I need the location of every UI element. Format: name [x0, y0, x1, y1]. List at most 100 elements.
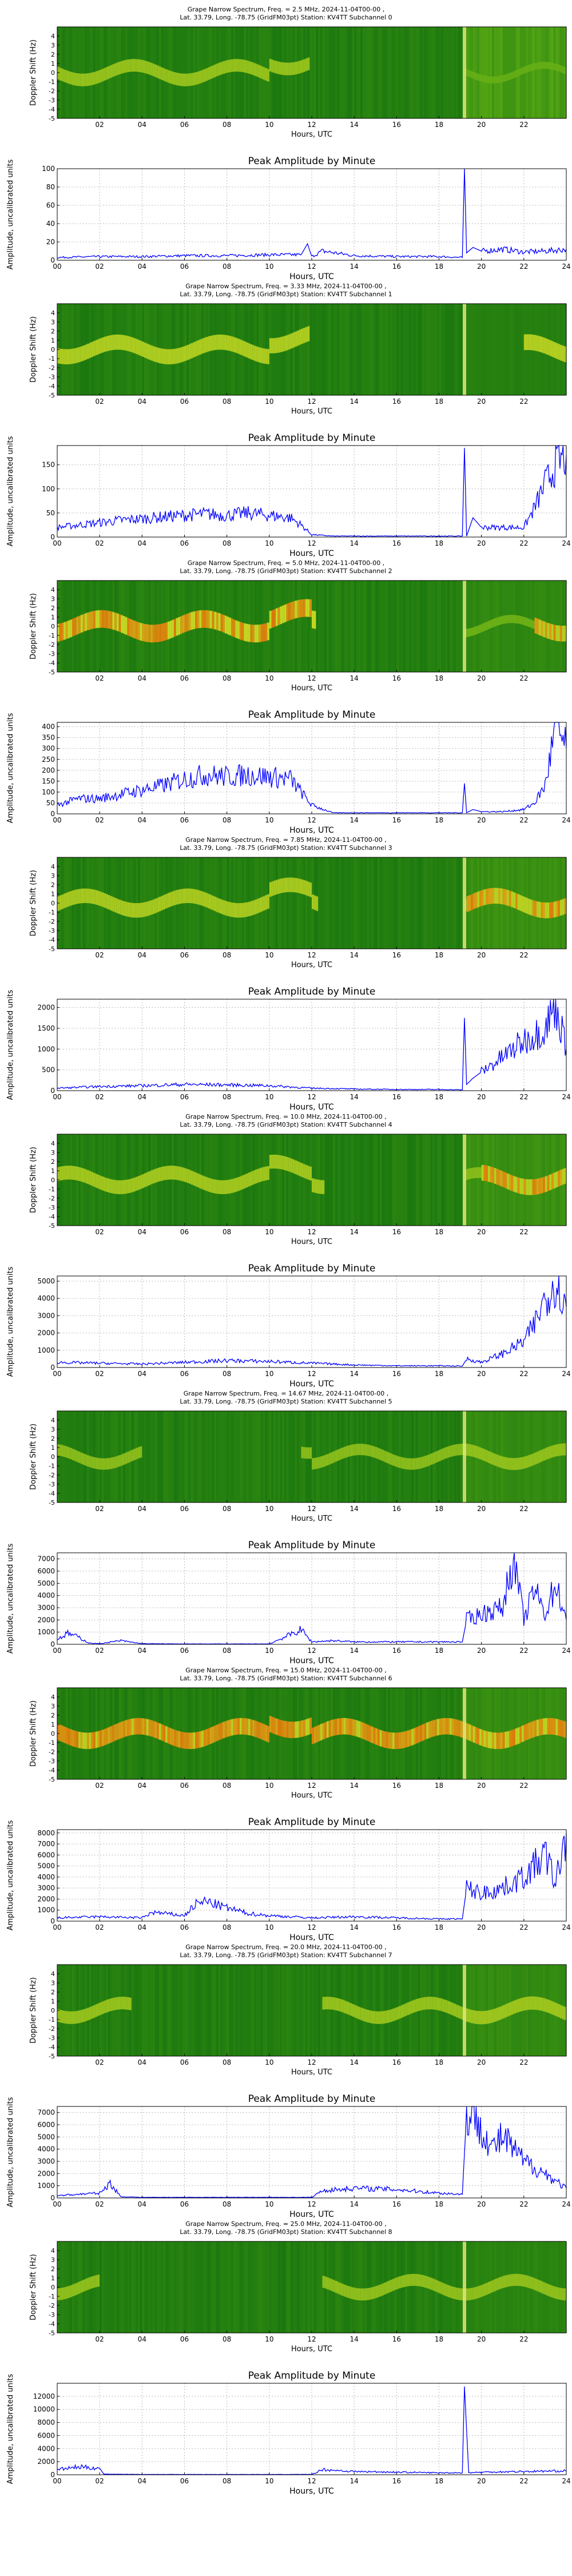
spectrogram-trace	[131, 619, 134, 638]
spectrogram-trace	[246, 623, 249, 642]
spectrogram-column	[377, 304, 380, 395]
spectrogram-trace	[252, 345, 255, 360]
spectrogram-column	[165, 2241, 168, 2333]
spectrogram-trace	[490, 76, 492, 84]
spectrogram-trace	[205, 610, 208, 628]
spectrogram-trace	[483, 889, 486, 905]
spectrogram-trace	[367, 2288, 370, 2300]
spectrogram-trace	[377, 2285, 380, 2297]
amplitude-chart-4	[57, 1275, 567, 1368]
spectrogram-column	[451, 1134, 455, 1226]
spectrogram-trace	[471, 1725, 474, 1742]
spectrogram-xtick-label: 12	[307, 397, 316, 406]
amplitude-xtick-label: 10	[265, 1093, 273, 1101]
spectrogram-ytick-label: 0	[51, 2007, 55, 2014]
spectrogram-trace	[63, 622, 66, 640]
spectrogram-trace	[523, 617, 527, 626]
spectrogram-ytick-label: -5	[49, 1222, 55, 1230]
spectrogram-trace	[254, 625, 257, 643]
spectrogram-column	[349, 304, 353, 395]
spectrogram-column	[505, 27, 507, 118]
spectrogram-trace	[288, 877, 291, 892]
spectrogram-trace	[137, 59, 141, 72]
spectrogram-column	[348, 304, 351, 395]
spectrogram-column	[150, 2241, 153, 2333]
spectrogram-trace	[388, 2280, 391, 2293]
amplitude-xtick-label: 06	[180, 2477, 189, 2485]
spectrogram-trace	[142, 903, 145, 917]
spectrogram-column	[422, 27, 425, 118]
spectrogram-trace	[494, 2279, 497, 2291]
spectrogram-column	[186, 1965, 189, 2056]
spectrogram-trace	[494, 1168, 497, 1184]
spectrogram-trace	[532, 63, 535, 70]
spectrogram-trace	[125, 901, 128, 917]
spectrogram-trace	[269, 1155, 272, 1169]
spectrogram-trace	[93, 1457, 96, 1469]
spectrogram-column	[320, 1134, 323, 1226]
spectrogram-trace	[195, 1172, 198, 1187]
spectrogram-trace	[349, 2287, 353, 2299]
amplitude-xtick-label: 00	[53, 2200, 61, 2208]
spectrogram-trace	[127, 1719, 130, 1736]
spectrogram-trace	[252, 1170, 255, 1185]
spectrogram-trace	[545, 1998, 548, 2013]
spectrogram-trace	[220, 1180, 223, 1194]
spectrogram-ytick-label: 3	[51, 1979, 55, 1987]
amplitude-xtick-label: 00	[53, 1647, 61, 1655]
spectrogram-trace	[246, 1173, 249, 1188]
spectrogram-trace	[122, 1180, 126, 1194]
spectrogram-ytick-label: -3	[49, 1758, 55, 1765]
spectrogram-trace	[513, 1458, 516, 1470]
spectrogram-trace	[193, 72, 196, 86]
spectrogram-trace	[515, 1458, 518, 1470]
spectrogram-column	[352, 2241, 355, 2333]
spectrogram-trace	[541, 62, 543, 69]
spectrogram-column	[161, 1411, 164, 1502]
spectrogram-column	[517, 2241, 521, 2333]
spectrogram-trace	[224, 60, 228, 73]
amplitude-xtick-label: 18	[435, 2200, 443, 2208]
spectrogram-trace	[263, 1724, 266, 1741]
spectrogram-trace	[290, 602, 293, 620]
spectrogram-trace	[502, 889, 506, 905]
spectrogram-trace	[63, 893, 66, 908]
spectrogram-column	[307, 27, 310, 118]
spectrogram-trace	[530, 619, 533, 628]
spectrogram-xtick-label: 20	[477, 1505, 486, 1513]
amplitude-ytick-label: 3000	[37, 1884, 55, 1892]
spectrogram-trace	[80, 73, 84, 86]
spectrogram-trace	[477, 1167, 480, 1178]
spectrogram-trace	[235, 903, 238, 918]
spectrogram-trace	[118, 1997, 121, 2010]
spectrogram-ytick-label: 3	[51, 42, 55, 49]
spectrogram-trace	[354, 1444, 357, 1456]
spectrogram-trace	[559, 1444, 563, 1456]
spectrogram-column	[513, 304, 516, 395]
spectrogram-trace	[496, 1168, 499, 1185]
spectrogram-column	[511, 581, 514, 672]
spectrogram-trace	[259, 1722, 261, 1739]
spectrogram-trace	[82, 2009, 85, 2022]
spectrogram-trace	[239, 59, 243, 72]
spectrogram-trace	[261, 348, 264, 363]
spectrogram-trace	[76, 73, 79, 86]
spectrogram-trace	[78, 615, 81, 634]
spectrogram-trace	[558, 2287, 561, 2300]
spectrogram-trace	[305, 881, 308, 896]
spectrogram-column	[545, 27, 548, 118]
spectrogram-trace	[290, 1158, 293, 1172]
spectrogram-column	[239, 857, 243, 949]
amplitude-xlabel: Hours, UTC	[289, 549, 334, 558]
spectrogram-trace	[246, 902, 249, 917]
spectrogram-xtick-label: 16	[392, 1228, 401, 1236]
spectrogram-trace	[61, 1726, 64, 1742]
spectrogram-trace	[517, 615, 521, 624]
spectrogram-column	[286, 1411, 289, 1502]
spectrogram-trace	[543, 1176, 546, 1193]
spectrogram-trace	[89, 1171, 92, 1185]
spectrogram-column	[403, 27, 406, 118]
amplitude-xlabel: Hours, UTC	[289, 2487, 334, 2496]
spectrogram-trace	[57, 66, 60, 79]
spectrogram-trace	[348, 1445, 351, 1457]
